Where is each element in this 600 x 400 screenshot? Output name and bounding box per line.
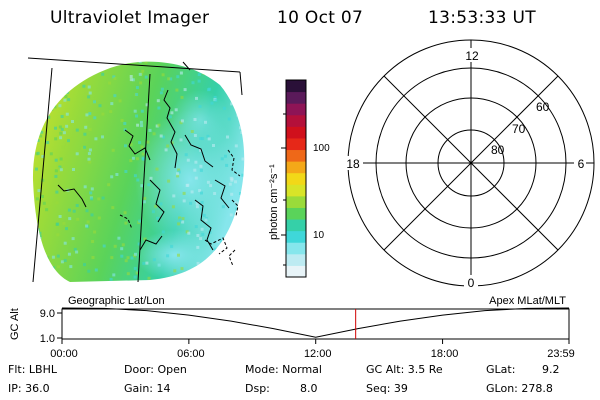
gc-alt-field: GC Alt: 3.5 Re <box>366 363 443 376</box>
polar-label-0: 0 <box>468 276 475 290</box>
x-tick-label: 18:00 <box>431 348 459 360</box>
uv-globe-image <box>32 61 245 282</box>
colorbar-segment <box>286 253 306 266</box>
colorbar-segment <box>286 242 306 255</box>
polar-lat-80: 80 <box>491 143 505 157</box>
orbit-y-tick-1: 1.0 <box>40 333 55 345</box>
glat-label: GLat: <box>486 363 516 376</box>
colorbar-segment <box>286 80 306 93</box>
polar-label-18: 18 <box>346 157 360 171</box>
orbit-y-tick-9: 9.0 <box>40 308 55 320</box>
x-tick-label: 12:00 <box>304 348 332 360</box>
door-field: Door: Open <box>124 363 187 376</box>
coastline-overlay <box>57 89 241 267</box>
apex-label: Apex MLat/MLT <box>489 295 566 307</box>
mode-field: Mode: Normal <box>245 363 322 376</box>
dsp-value: 8.0 <box>300 382 318 395</box>
time-label: 13:53:33 UT <box>428 8 536 28</box>
polar-lat-60: 60 <box>536 100 550 114</box>
colorbar-segment <box>286 230 306 243</box>
colorbar-tick-10: 10 <box>313 230 325 241</box>
colorbar-unit-label: photon cm⁻²s⁻¹ <box>268 164 280 240</box>
seq-field: Seq: 39 <box>366 382 408 395</box>
colorbar: 100 10 photon cm⁻²s⁻¹ <box>268 79 330 278</box>
x-tick-label: 06:00 <box>177 348 205 360</box>
colorbar-segment <box>286 195 306 208</box>
colorbar-segment <box>286 219 306 232</box>
polar-plot <box>347 39 595 287</box>
orbit-plot <box>57 307 570 344</box>
polar-label-6: 6 <box>578 157 585 171</box>
gain-field: Gain: 14 <box>124 382 171 395</box>
colorbar-segment <box>286 207 306 220</box>
x-tick-label: 23:59 <box>547 348 575 360</box>
orbit-y-axis-label: GC Alt <box>9 308 21 340</box>
ip-field: IP: 36.0 <box>8 382 50 395</box>
glat-value: 9.2 <box>542 363 560 376</box>
colorbar-segment <box>286 126 306 139</box>
geo-grid-lines <box>27 57 243 283</box>
flt-field: Flt: LBHL <box>8 363 57 376</box>
colorbar-segment <box>286 91 306 104</box>
colorbar-segment <box>286 103 306 116</box>
colorbar-tick-100: 100 <box>313 143 330 154</box>
colorbar-segment <box>286 114 306 127</box>
glon-field: GLon: 278.8 <box>486 382 553 395</box>
colorbar-segment <box>286 172 306 185</box>
dsp-label: Dsp: <box>245 382 270 395</box>
geographic-label: Geographic Lat/Lon <box>68 295 165 307</box>
polar-label-12: 12 <box>465 49 479 63</box>
colorbar-segment <box>286 161 306 174</box>
gc-alt-series-line <box>61 307 570 338</box>
date-label: 10 Oct 07 <box>277 8 364 28</box>
x-tick-label: 00:00 <box>50 348 78 360</box>
colorbar-segment <box>286 137 306 151</box>
polar-lat-70: 70 <box>512 122 526 136</box>
colorbar-segment <box>286 184 306 197</box>
instrument-title: Ultraviolet Imager <box>50 8 210 28</box>
colorbar-segment <box>286 265 306 278</box>
colorbar-segment <box>286 149 306 162</box>
